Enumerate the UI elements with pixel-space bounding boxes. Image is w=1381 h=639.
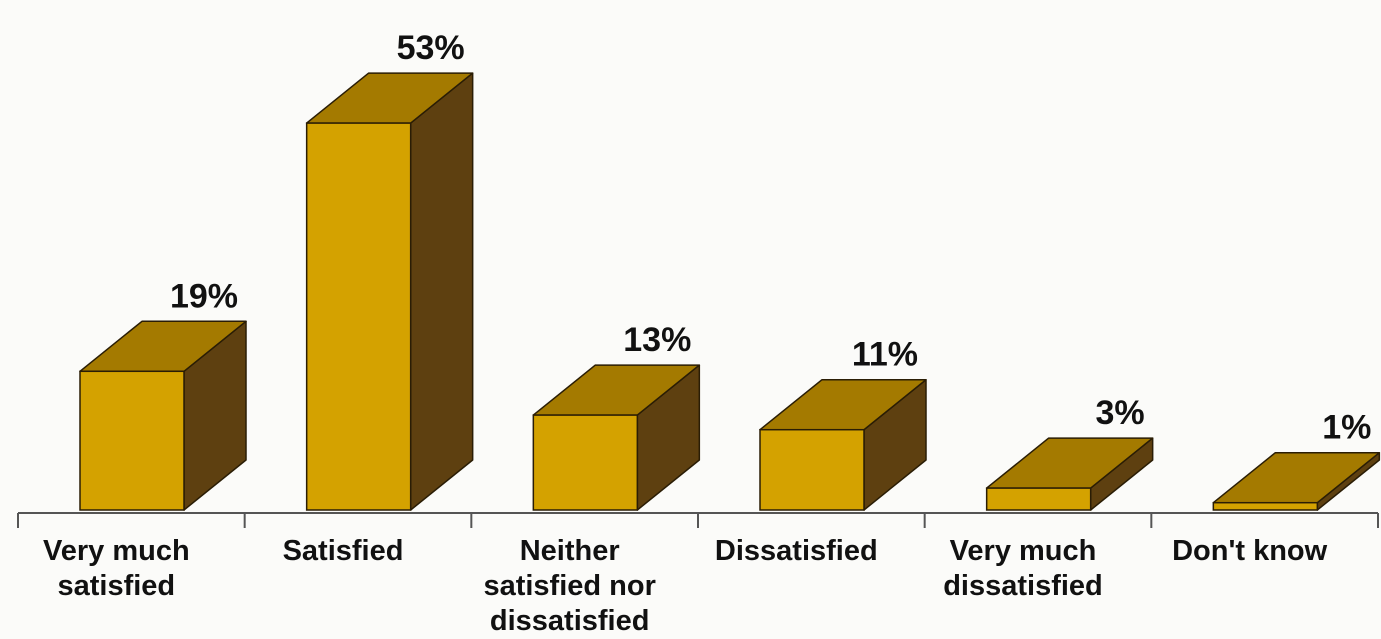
category-label-line: Satisfied — [283, 535, 404, 567]
value-label: 3% — [1096, 394, 1145, 432]
category-label: Don't know — [1172, 535, 1328, 567]
bar-1 — [305, 72, 474, 511]
bars-layer — [79, 72, 1381, 511]
category-label: Very much satisfied — [43, 535, 190, 602]
x-axis — [17, 512, 1379, 528]
bar-0 — [79, 320, 247, 511]
category-label-line: Don't know — [1172, 535, 1328, 567]
category-label-line: dissatisfied — [490, 605, 650, 637]
bar-5 — [1212, 451, 1381, 511]
bar-3 — [759, 378, 927, 511]
category-label: Satisfied — [283, 535, 404, 567]
category-label-line: Dissatisfied — [715, 535, 878, 567]
category-label-line: satisfied nor — [483, 570, 655, 602]
category-label: Neither satisfied nor dissatisfied — [483, 535, 655, 637]
value-label: 53% — [397, 29, 465, 67]
value-labels: 19% 53% 13% 11% 3% 1% — [170, 29, 1371, 447]
bar-front — [985, 487, 1092, 511]
bar-front — [532, 414, 639, 511]
category-label-line: Very much — [43, 535, 190, 567]
value-label: 13% — [623, 321, 691, 359]
value-label: 1% — [1322, 409, 1371, 447]
bar-front — [79, 370, 185, 511]
bar-side — [409, 72, 474, 511]
category-label-line: Very much — [950, 535, 1097, 567]
category-label: Very much dissatisfied — [943, 535, 1103, 602]
category-label-line: dissatisfied — [943, 570, 1103, 602]
bar-front — [305, 122, 412, 511]
category-label: Dissatisfied — [715, 535, 878, 567]
bar-front — [759, 428, 865, 511]
value-label: 11% — [852, 336, 918, 374]
bar-2 — [532, 364, 701, 511]
category-label-line: Neither — [520, 535, 620, 567]
bar-4 — [985, 437, 1154, 511]
bar-front — [1212, 501, 1319, 511]
value-label: 19% — [170, 277, 238, 315]
category-label-line: satisfied — [57, 570, 175, 602]
